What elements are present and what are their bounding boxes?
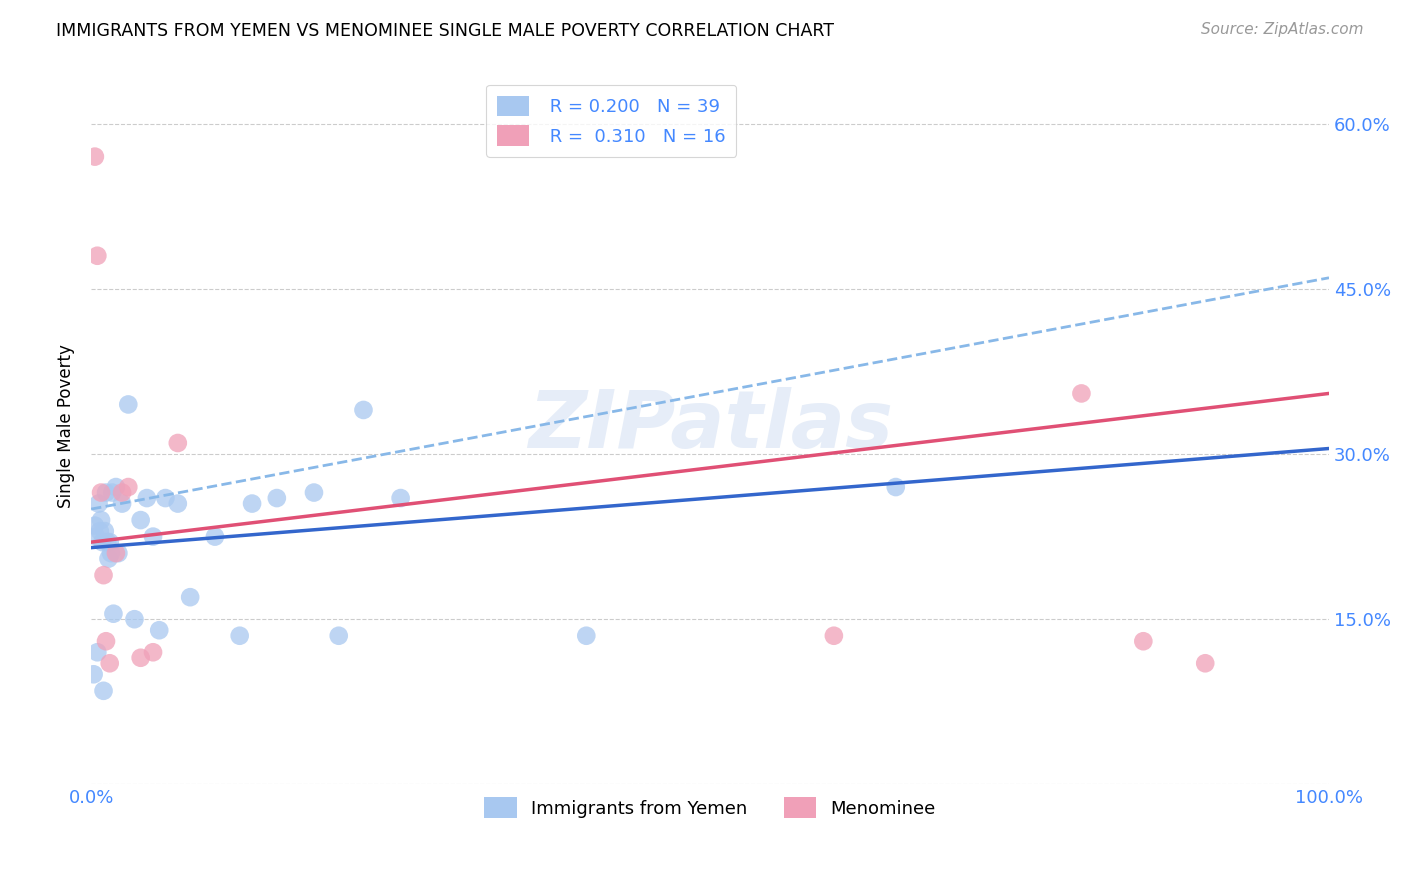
Point <box>228 629 250 643</box>
Point <box>86 249 108 263</box>
Point <box>179 590 201 604</box>
Point <box>240 497 263 511</box>
Point <box>1132 634 1154 648</box>
Point <box>107 546 129 560</box>
Point <box>124 612 146 626</box>
Point <box>302 485 325 500</box>
Point <box>83 150 105 164</box>
Point <box>353 403 375 417</box>
Point <box>98 657 121 671</box>
Point <box>87 497 110 511</box>
Point <box>142 530 165 544</box>
Point <box>1194 657 1216 671</box>
Point <box>575 629 598 643</box>
Point <box>90 485 112 500</box>
Point <box>117 480 139 494</box>
Point <box>98 535 121 549</box>
Point <box>266 491 288 505</box>
Y-axis label: Single Male Poverty: Single Male Poverty <box>58 344 75 508</box>
Point <box>104 480 127 494</box>
Point <box>86 645 108 659</box>
Point <box>93 568 115 582</box>
Point <box>104 546 127 560</box>
Point <box>117 397 139 411</box>
Text: ZIPatlas: ZIPatlas <box>527 387 893 466</box>
Point <box>97 551 120 566</box>
Point <box>100 546 122 560</box>
Point <box>129 650 152 665</box>
Point <box>155 491 177 505</box>
Point <box>389 491 412 505</box>
Point <box>96 535 118 549</box>
Point <box>84 530 107 544</box>
Point <box>103 607 125 621</box>
Point <box>111 497 134 511</box>
Point <box>328 629 350 643</box>
Point <box>94 485 117 500</box>
Text: IMMIGRANTS FROM YEMEN VS MENOMINEE SINGLE MALE POVERTY CORRELATION CHART: IMMIGRANTS FROM YEMEN VS MENOMINEE SINGL… <box>56 22 834 40</box>
Point <box>93 683 115 698</box>
Point <box>83 518 105 533</box>
Point <box>83 667 105 681</box>
Point <box>823 629 845 643</box>
Point <box>142 645 165 659</box>
Point <box>1070 386 1092 401</box>
Legend: Immigrants from Yemen, Menominee: Immigrants from Yemen, Menominee <box>477 790 943 825</box>
Point <box>166 436 188 450</box>
Point <box>148 624 170 638</box>
Point <box>94 634 117 648</box>
Point <box>129 513 152 527</box>
Point <box>101 485 124 500</box>
Point <box>135 491 157 505</box>
Point <box>94 524 117 538</box>
Point <box>204 530 226 544</box>
Text: Source: ZipAtlas.com: Source: ZipAtlas.com <box>1201 22 1364 37</box>
Point <box>884 480 907 494</box>
Point <box>111 485 134 500</box>
Point <box>89 524 111 538</box>
Point <box>90 513 112 527</box>
Point <box>91 535 114 549</box>
Point <box>166 497 188 511</box>
